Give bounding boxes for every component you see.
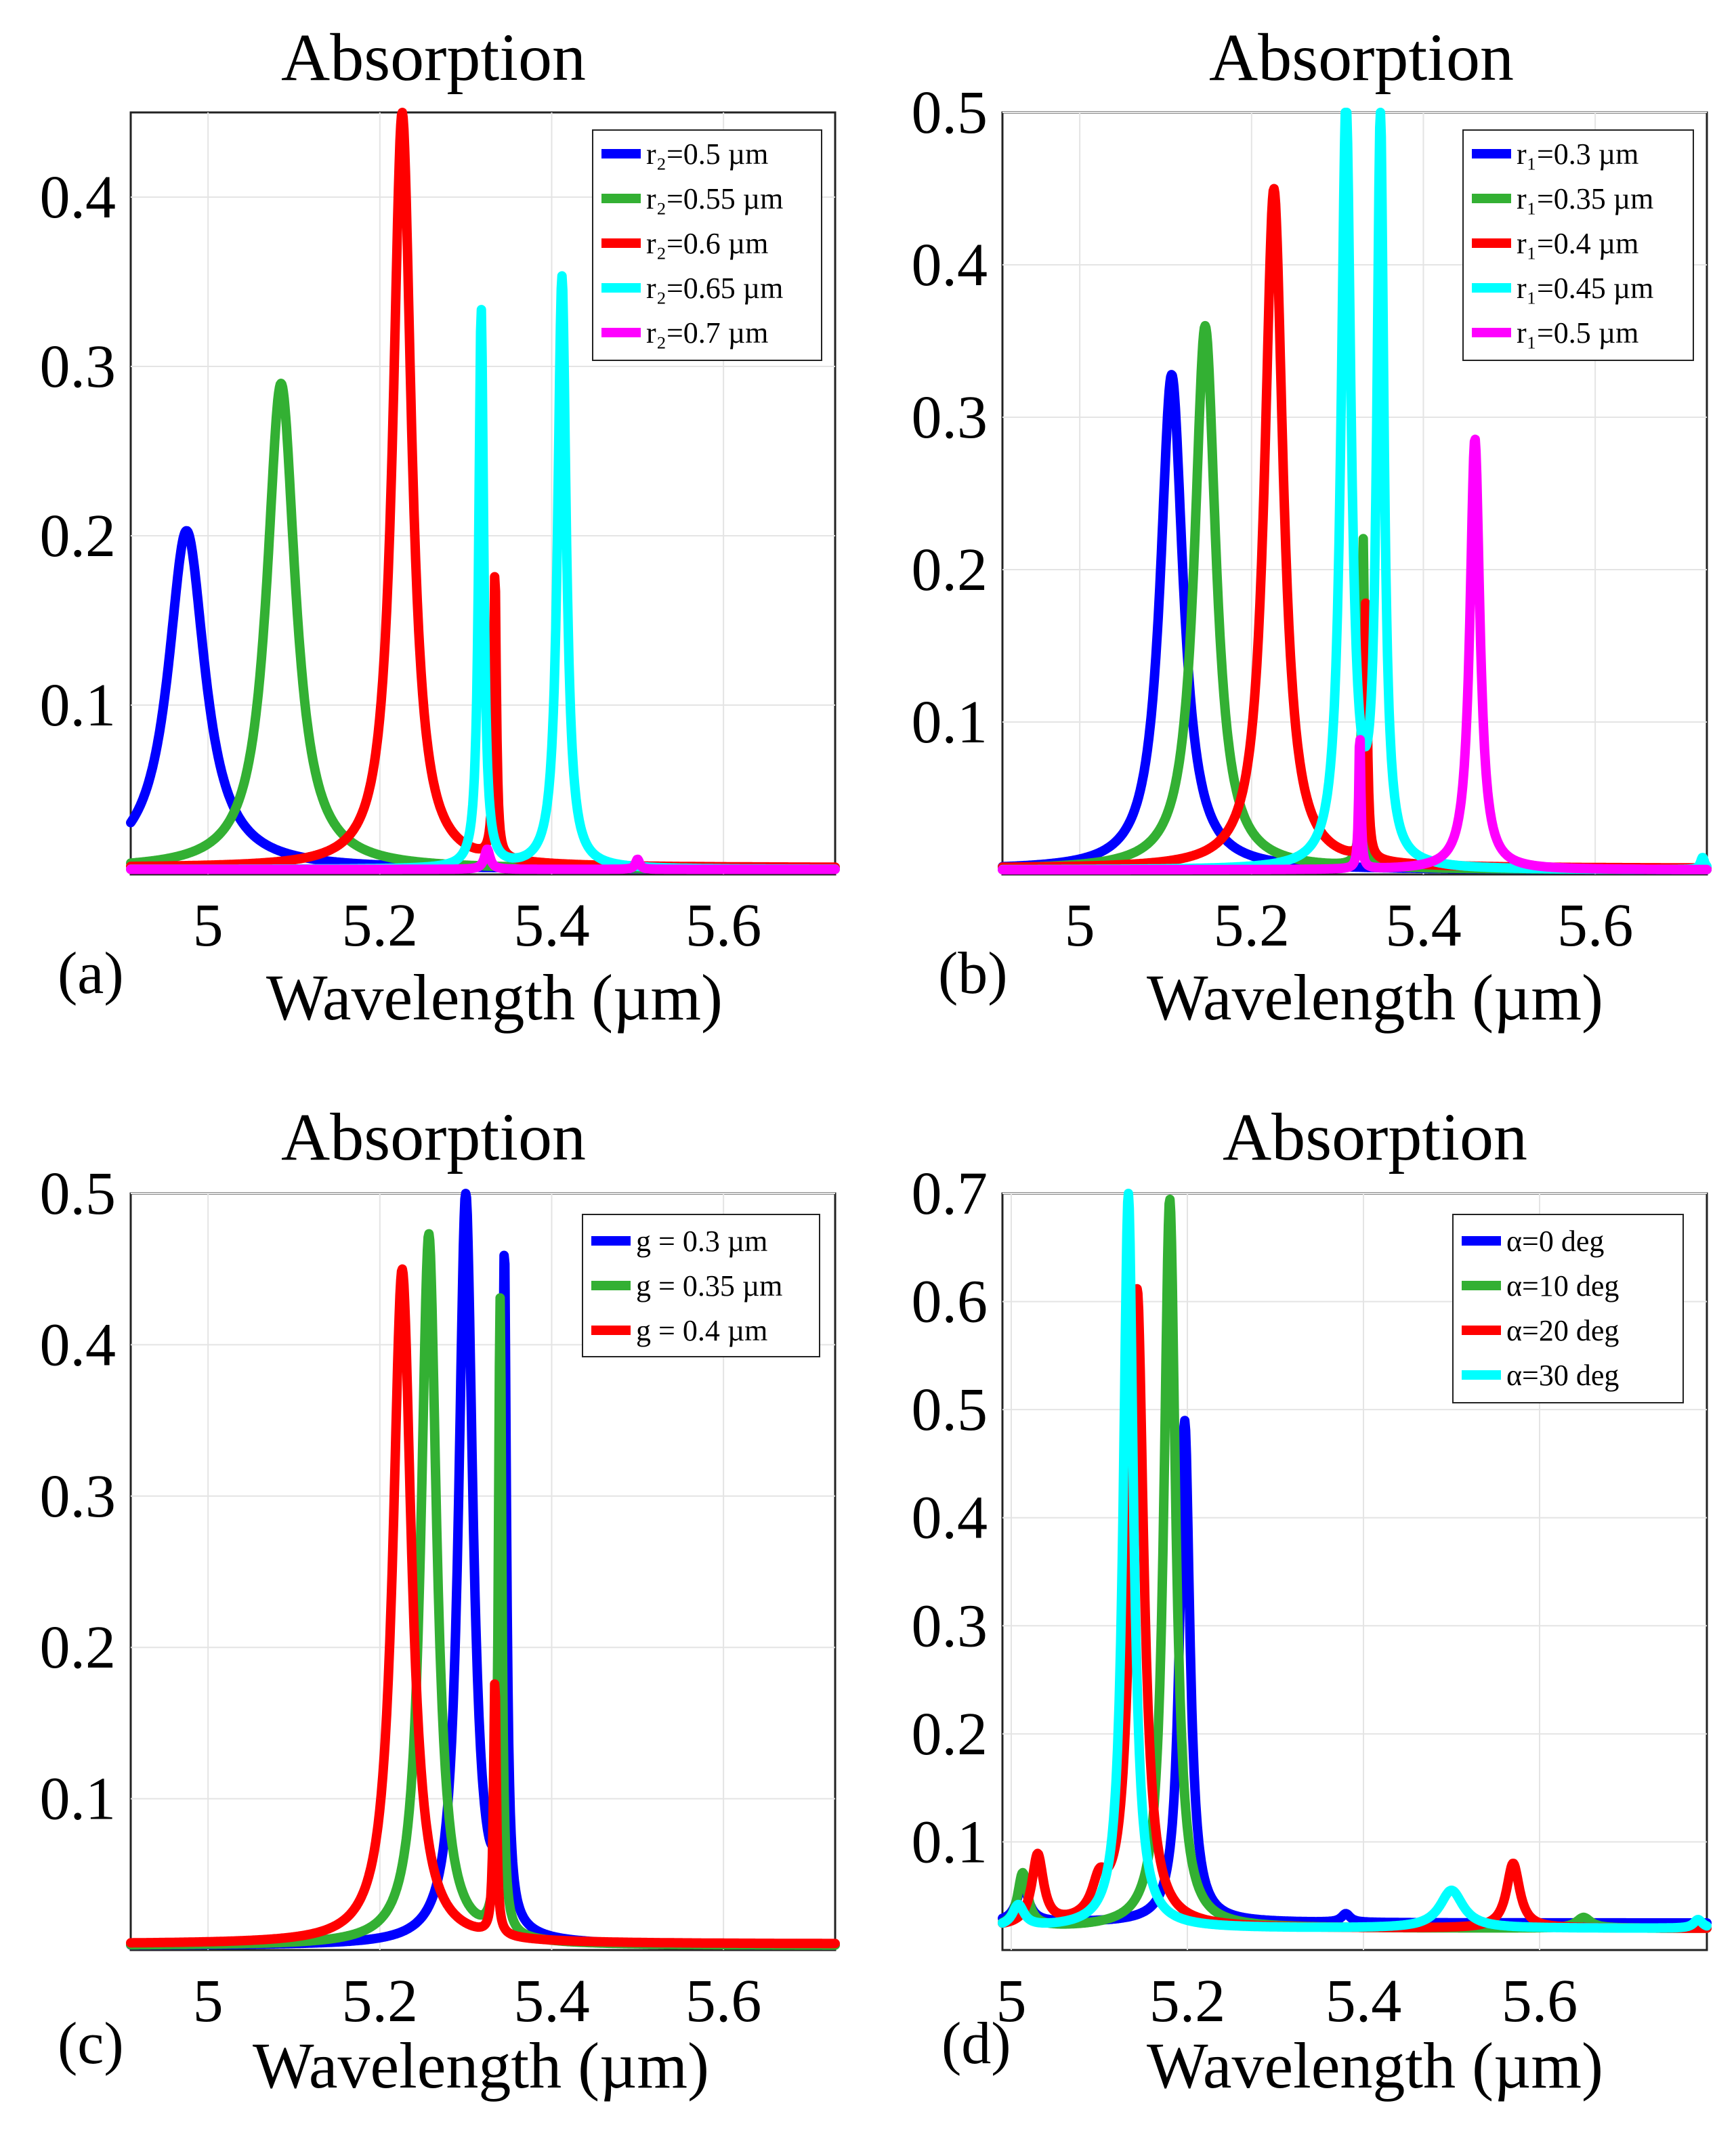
panel-b-x-ticks: 5 5.2 5.4 5.6 — [1065, 892, 1634, 959]
y-tick-label: 0.1 — [40, 672, 117, 739]
legend-label: r₂=0.65 µm — [646, 272, 783, 305]
legend-label: r₁=0.45 µm — [1517, 272, 1653, 305]
panel-d-y-ticks: 0.1 0.2 0.3 0.4 0.5 0.6 0.7 — [912, 1160, 988, 1876]
legend-label: α=30 deg — [1506, 1359, 1619, 1392]
panel-d: Absorption 0.1 0.2 0.3 0.4 0.5 0.6 0.7 5 5.2 5.4… — [912, 1099, 1712, 2102]
panel-b-label: (b) — [938, 941, 1008, 1007]
x-tick-label: 5 — [193, 1968, 224, 2035]
y-tick-label: 0.5 — [40, 1160, 117, 1227]
x-tick-label: 5 — [193, 892, 224, 959]
legend-label: g = 0.35 µm — [636, 1269, 782, 1303]
panel-b-title: Absorption — [1209, 20, 1514, 95]
panel-a-x-axis-label: Wavelength (µm) — [266, 961, 723, 1034]
x-tick-label: 5.6 — [1557, 892, 1634, 959]
panel-c-legend: g = 0.3 µm g = 0.35 µm g = 0.4 µm — [582, 1214, 820, 1357]
x-tick-label: 5 — [996, 1968, 1027, 2035]
x-tick-label: 5.2 — [1149, 1968, 1226, 2035]
panel-b-x-axis-label: Wavelength (µm) — [1147, 961, 1603, 1034]
y-tick-label: 0.4 — [912, 1485, 988, 1552]
panel-c-y-ticks: 0.1 0.2 0.3 0.4 0.5 — [40, 1160, 117, 1833]
panel-a-curves — [126, 108, 840, 874]
y-tick-label: 0.4 — [40, 164, 117, 231]
panel-c-title: Absorption — [281, 1099, 586, 1174]
panel-d-label: (d) — [941, 2011, 1011, 2077]
y-tick-label: 0.4 — [912, 232, 988, 299]
legend-label: g = 0.3 µm — [636, 1225, 767, 1258]
y-tick-label: 0.6 — [912, 1269, 988, 1336]
y-tick-label: 0.3 — [40, 333, 117, 400]
x-tick-label: 5.4 — [513, 892, 590, 959]
y-tick-label: 0.2 — [40, 503, 117, 570]
panel-a: Absorption 0.1 0.2 0.3 0.4 5 5.2 5.4 5.6 (a) W… — [40, 20, 840, 1034]
x-tick-label: 5.2 — [1214, 892, 1290, 959]
panel-a-title: Absorption — [281, 20, 586, 95]
legend-label: α=20 deg — [1506, 1314, 1619, 1347]
panel-b: Absorption 0.1 0.2 0.3 0.4 0.5 5 5.2 5.4 5.6 (b… — [912, 20, 1712, 1034]
y-tick-label: 0.1 — [40, 1766, 117, 1833]
y-tick-label: 0.5 — [912, 1376, 988, 1443]
panel-c-label: (c) — [58, 2011, 124, 2077]
y-tick-label: 0.2 — [40, 1614, 117, 1681]
x-tick-label: 5 — [1065, 892, 1095, 959]
legend-label: r₁=0.35 µm — [1517, 182, 1653, 215]
series-line — [998, 434, 1712, 875]
y-tick-label: 0.3 — [912, 1592, 988, 1659]
y-tick-label: 0.4 — [40, 1311, 117, 1378]
x-tick-label: 5.2 — [342, 1968, 419, 2035]
x-tick-label: 5.4 — [1326, 1968, 1402, 2035]
panel-a-legend: r₂=0.5 µm r₂=0.55 µm r₂=0.6 µm r₂=0.65 µ… — [592, 129, 822, 361]
y-tick-label: 0.7 — [912, 1160, 988, 1227]
x-tick-label: 5.6 — [685, 1968, 762, 2035]
panel-c-x-axis-label: Wavelength (µm) — [253, 2029, 709, 2102]
panel-a-x-ticks: 5 5.2 5.4 5.6 — [193, 892, 762, 959]
panel-c-x-ticks: 5 5.2 5.4 5.6 — [193, 1968, 762, 2035]
panel-d-x-axis-label: Wavelength (µm) — [1147, 2029, 1603, 2102]
legend-label: α=10 deg — [1506, 1269, 1619, 1303]
y-tick-label: 0.2 — [912, 536, 988, 603]
series-line — [126, 1264, 840, 1949]
legend-label: r₂=0.7 µm — [646, 316, 768, 350]
y-tick-label: 0.3 — [40, 1463, 117, 1530]
panel-d-legend: α=0 deg α=10 deg α=20 deg α=30 deg — [1452, 1214, 1684, 1403]
panel-b-y-ticks: 0.1 0.2 0.3 0.4 0.5 — [912, 79, 988, 756]
legend-label: r₁=0.4 µm — [1517, 227, 1638, 260]
x-tick-label: 5.6 — [685, 892, 762, 959]
x-tick-label: 5.2 — [342, 892, 419, 959]
y-tick-label: 0.2 — [912, 1701, 988, 1768]
panel-c-curves — [126, 1189, 840, 1950]
legend-label: r₂=0.5 µm — [646, 137, 768, 171]
legend-label: α=0 deg — [1506, 1225, 1604, 1258]
panel-a-label: (a) — [58, 941, 124, 1007]
x-tick-label: 5.4 — [1385, 892, 1462, 959]
series-line — [126, 844, 840, 874]
legend-label: r₁=0.3 µm — [1517, 137, 1638, 171]
panel-d-title: Absorption — [1223, 1099, 1527, 1174]
y-tick-label: 0.1 — [912, 1808, 988, 1876]
legend-label: r₂=0.55 µm — [646, 182, 783, 215]
legend-label: r₂=0.6 µm — [646, 227, 768, 260]
y-tick-label: 0.5 — [912, 79, 988, 146]
y-tick-label: 0.3 — [912, 384, 988, 451]
panel-d-x-ticks: 5 5.2 5.4 5.6 — [996, 1968, 1578, 2035]
panel-b-legend: r₁=0.3 µm r₁=0.35 µm r₁=0.4 µm r₁=0.45 µ… — [1462, 129, 1694, 361]
panel-b-curves — [998, 108, 1712, 875]
x-tick-label: 5.6 — [1502, 1968, 1578, 2035]
series-line — [998, 1189, 1712, 1933]
x-tick-label: 5.4 — [513, 1968, 590, 2035]
panel-c: Absorption 0.1 0.2 0.3 0.4 0.5 5 5.2 5.4 5.6 (c… — [40, 1099, 840, 2102]
legend-label: g = 0.4 µm — [636, 1314, 767, 1347]
legend-label: r₁=0.5 µm — [1517, 316, 1638, 350]
panel-d-curves — [998, 1189, 1712, 1933]
y-tick-label: 0.1 — [912, 689, 988, 756]
panel-a-y-ticks: 0.1 0.2 0.3 0.4 — [40, 164, 117, 739]
